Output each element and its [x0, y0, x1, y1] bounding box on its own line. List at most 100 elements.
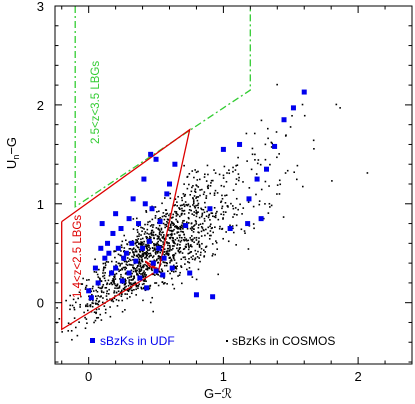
cosmos-point — [207, 216, 210, 219]
cosmos-point — [228, 172, 231, 175]
cosmos-point — [120, 276, 122, 278]
cosmos-point — [169, 226, 172, 229]
cosmos-point — [237, 179, 240, 182]
cosmos-point — [156, 252, 159, 254]
cosmos-point — [220, 213, 222, 216]
cosmos-point — [131, 279, 133, 281]
cosmos-point — [191, 258, 194, 261]
cosmos-point — [134, 269, 137, 272]
cosmos-point — [128, 281, 130, 283]
cosmos-point — [184, 239, 186, 241]
cosmos-point — [159, 217, 161, 219]
cosmos-point — [129, 296, 131, 298]
cosmos-point — [146, 223, 149, 226]
cosmos-point — [196, 179, 199, 181]
cosmos-point — [222, 217, 224, 219]
cosmos-point — [144, 231, 147, 233]
cosmos-point — [182, 231, 185, 233]
cosmos-point — [165, 264, 168, 267]
cosmos-point — [179, 243, 181, 246]
cosmos-point — [183, 205, 186, 208]
cosmos-point — [172, 271, 175, 273]
cosmos-point — [104, 286, 107, 289]
cosmos-point — [97, 303, 100, 306]
cosmos-point — [170, 258, 173, 261]
udf-point — [110, 230, 116, 236]
plot-frame — [54, 5, 413, 365]
cosmos-point — [172, 264, 175, 267]
udf-point — [281, 117, 287, 123]
udf-point — [102, 255, 108, 261]
y-tick-label: 3 — [37, 0, 44, 14]
cosmos-point — [176, 201, 178, 203]
cosmos-point — [193, 228, 195, 230]
cosmos-point — [170, 233, 172, 236]
cosmos-point — [112, 279, 115, 281]
cosmos-point — [124, 268, 126, 271]
cosmos-point — [88, 295, 90, 298]
cosmos-point — [91, 305, 94, 308]
cosmos-point — [172, 242, 175, 244]
cosmos-point — [295, 178, 298, 181]
cosmos-point — [218, 173, 221, 176]
cosmos-point — [189, 227, 192, 230]
cosmos-point — [155, 243, 158, 246]
cosmos-point — [185, 243, 188, 246]
cosmos-point — [132, 259, 134, 261]
cosmos-point — [187, 245, 190, 247]
cosmos-point — [132, 228, 135, 230]
cosmos-point — [146, 257, 149, 260]
cosmos-point — [275, 131, 278, 133]
cosmos-point — [180, 266, 183, 268]
x-tick-label: 0 — [85, 369, 92, 384]
x-tick-label: 1 — [220, 369, 227, 384]
cosmos-point — [141, 287, 143, 290]
cosmos-point — [133, 267, 135, 269]
cosmos-point — [149, 225, 152, 227]
cosmos-point — [145, 264, 148, 267]
cosmos-point — [135, 284, 138, 287]
cosmos-point — [116, 284, 119, 286]
cosmos-point — [104, 308, 107, 311]
cosmos-point — [169, 223, 172, 226]
cosmos-point — [139, 265, 141, 268]
cosmos-point — [73, 317, 76, 319]
cosmos-point — [157, 237, 160, 240]
cosmos-point — [209, 223, 212, 226]
cosmos-point — [200, 208, 203, 211]
cosmos-point — [187, 252, 190, 255]
cosmos-point — [121, 262, 123, 265]
cosmos-point — [237, 208, 239, 211]
cosmos-point — [179, 204, 182, 207]
cosmos-point — [169, 272, 171, 275]
cosmos-point — [166, 235, 169, 237]
cosmos-point — [133, 275, 135, 278]
cosmos-point — [203, 191, 206, 193]
cosmos-point — [215, 241, 218, 244]
cosmos-point — [155, 259, 158, 262]
cosmos-point — [177, 250, 180, 253]
cosmos-point — [171, 245, 174, 247]
cosmos-point — [168, 244, 171, 247]
cosmos-point — [169, 246, 171, 248]
cosmos-point — [177, 195, 179, 198]
cosmos-point — [168, 236, 171, 239]
cosmos-point — [157, 236, 160, 238]
cosmos-point — [58, 318, 61, 320]
cosmos-point — [195, 204, 197, 207]
udf-point — [113, 211, 119, 217]
cosmos-point — [121, 246, 123, 249]
cosmos-point — [128, 247, 131, 250]
cosmos-point — [176, 221, 179, 224]
udf-point — [157, 219, 163, 225]
cosmos-point — [200, 207, 202, 210]
cosmos-point — [181, 212, 183, 215]
cosmos-point — [167, 244, 169, 247]
cosmos-point — [173, 245, 175, 247]
cosmos-point — [262, 217, 265, 220]
cosmos-point — [253, 227, 255, 230]
cosmos-point — [137, 257, 140, 259]
cosmos-point — [187, 216, 190, 219]
cosmos-point — [203, 217, 206, 220]
cosmos-point — [180, 230, 182, 233]
